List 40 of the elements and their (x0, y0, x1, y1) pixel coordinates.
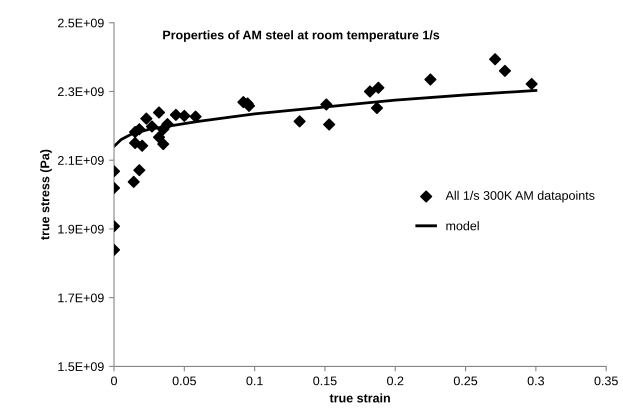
y-axis-title: true stress (Pa) (40, 150, 52, 240)
point (152, 106, 166, 119)
x-axis-title: true strain (330, 393, 390, 402)
point (140, 112, 152, 125)
x-tick-label: 0.1 (246, 376, 263, 386)
x-tick-label: 0 (111, 376, 117, 386)
legend-label: All 1/s 300K AM datapoints (446, 190, 594, 202)
point (364, 85, 376, 98)
x-tick-label: 0.25 (454, 376, 478, 386)
x-tick-label: 0.35 (594, 376, 618, 386)
point (157, 138, 170, 150)
y-tick-label: 1.5E+09 (58, 362, 104, 372)
x-tick-label: 0.15 (313, 376, 337, 386)
point (294, 115, 306, 128)
point (178, 110, 190, 122)
legend-label: model (446, 221, 479, 230)
point (146, 120, 158, 133)
x-tick-label: 0.3 (528, 376, 544, 386)
point (128, 176, 140, 188)
point (526, 78, 538, 90)
y-tick-label: 2.1E+09 (58, 156, 104, 165)
point (489, 53, 502, 66)
y-tick-label: 1.7E+09 (58, 293, 104, 302)
y-tick-label: 2.5E+09 (58, 18, 104, 28)
x-tick-label: 0.2 (387, 376, 404, 386)
x-tick-label: 0.05 (172, 376, 196, 386)
point (370, 102, 384, 114)
point (133, 164, 146, 176)
point (152, 131, 166, 144)
y-tick-label: 2.3E+09 (58, 87, 104, 96)
point (498, 64, 512, 77)
point (161, 118, 174, 130)
point (170, 108, 182, 121)
point (323, 118, 336, 131)
point (424, 73, 436, 86)
point (136, 140, 148, 152)
point (372, 82, 384, 94)
point (320, 98, 332, 111)
y-tick-label: 1.9E+09 (58, 224, 104, 234)
text: Properties of AM steel at room temperature 1/s (163, 30, 440, 42)
